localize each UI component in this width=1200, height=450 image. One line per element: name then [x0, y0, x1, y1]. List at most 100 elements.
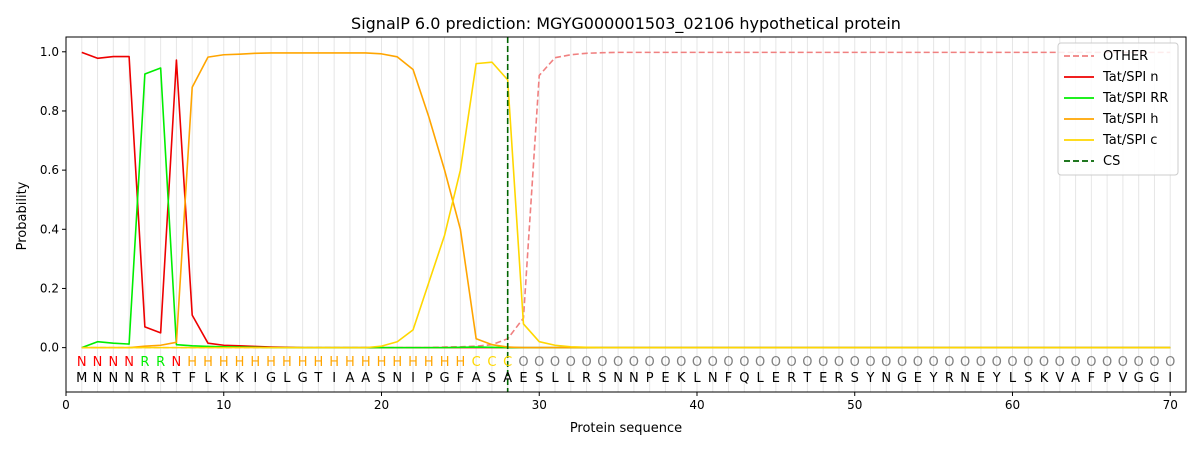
residue-label: O [518, 355, 528, 370]
residue-label: N [172, 355, 182, 370]
residue-label: O [1149, 355, 1159, 370]
residue-label: O [834, 355, 844, 370]
sequence-residue: A [472, 371, 481, 386]
sequence-residue: L [756, 371, 764, 386]
sequence-residue: K [677, 371, 686, 386]
sequence-residue: E [661, 371, 669, 386]
residue-label: N [108, 355, 118, 370]
sequence-residue: N [629, 371, 639, 386]
residue-label: O [1086, 355, 1096, 370]
residue-label: O [1165, 355, 1175, 370]
sequence-residue: K [219, 371, 228, 386]
legend-label: Tat/SPI h [1102, 112, 1159, 127]
legend-label: CS [1103, 154, 1120, 169]
chart-title: SignalP 6.0 prediction: MGYG000001503_02… [351, 14, 901, 34]
y-tick-label: 0.0 [40, 341, 59, 355]
residue-label: O [850, 355, 860, 370]
x-tick-label: 30 [532, 398, 547, 412]
legend-label: Tat/SPI RR [1102, 91, 1168, 106]
sequence-residue: L [283, 371, 291, 386]
residue-label: O [1055, 355, 1065, 370]
sequence-residue: R [787, 371, 796, 386]
residue-label: O [613, 355, 623, 370]
sequence-residue: V [1118, 371, 1127, 386]
residue-label: O [1070, 355, 1080, 370]
residue-label: H [377, 355, 387, 370]
residue-label: H [345, 355, 355, 370]
sequence-residue: P [425, 371, 433, 386]
sequence-residue: F [188, 371, 195, 386]
sequence-residue: N [960, 371, 970, 386]
sequence-residue: A [1071, 371, 1080, 386]
residue-label: H [203, 355, 213, 370]
residue-label: R [156, 355, 165, 370]
x-tick-label: 20 [374, 398, 389, 412]
sequence-residue: R [156, 371, 165, 386]
sequence-residue: I [1168, 371, 1172, 386]
residue-label: H [235, 355, 245, 370]
residue-label: O [1102, 355, 1112, 370]
sequence-residue: N [708, 371, 718, 386]
sequence-residue: E [819, 371, 827, 386]
sequence-residue: S [535, 371, 543, 386]
residue-label: O [708, 355, 718, 370]
legend-label: Tat/SPI n [1102, 70, 1159, 85]
residue-label: O [629, 355, 639, 370]
residue-label: H [298, 355, 308, 370]
sequence-residue: A [503, 371, 512, 386]
residue-label: O [534, 355, 544, 370]
residue-label: H [250, 355, 260, 370]
y-tick-label: 0.6 [40, 163, 59, 177]
sequence-residue: F [1088, 371, 1095, 386]
residue-label: H [361, 355, 371, 370]
sequence-residue: V [1055, 371, 1064, 386]
residue-label: O [660, 355, 670, 370]
sequence-residue: G [897, 371, 907, 386]
residue-label: H [424, 355, 434, 370]
sequence-residue: N [881, 371, 891, 386]
residue-label: N [77, 355, 87, 370]
sequence-residue: G [298, 371, 308, 386]
residue-label: H [408, 355, 418, 370]
residue-label: O [581, 355, 591, 370]
sequence-residue: L [204, 371, 212, 386]
residue-label: O [1039, 355, 1049, 370]
sequence-residue: K [235, 371, 244, 386]
x-tick-label: 0 [62, 398, 70, 412]
sequence-residue: R [582, 371, 591, 386]
sequence-residue: S [598, 371, 606, 386]
residue-label: O [645, 355, 655, 370]
y-tick-label: 0.2 [40, 281, 59, 295]
sequence-residue: I [411, 371, 415, 386]
sequence-residue: S [851, 371, 859, 386]
residue-label: O [992, 355, 1002, 370]
sequence-residue: S [488, 371, 496, 386]
sequence-residue: T [802, 371, 811, 386]
sequence-residue: E [977, 371, 985, 386]
series-line-tat-spi-c [81, 61, 1171, 349]
sequence-residue: L [1009, 371, 1017, 386]
x-axis-label: Protein sequence [570, 421, 682, 436]
sequence-residue: T [171, 371, 180, 386]
residue-label: O [787, 355, 797, 370]
residue-label: R [140, 355, 149, 370]
axes-frame [65, 36, 1187, 393]
residue-label: O [1023, 355, 1033, 370]
residue-label: O [944, 355, 954, 370]
residue-label: O [550, 355, 560, 370]
residue-label: O [692, 355, 702, 370]
sequence-residue: F [725, 371, 732, 386]
residue-label: C [472, 355, 481, 370]
sequence-residue: Y [992, 371, 1001, 386]
residue-label: H [219, 355, 229, 370]
residue-label: O [723, 355, 733, 370]
plot-background [66, 37, 1186, 392]
sequence-residue: G [440, 371, 450, 386]
residue-label: O [1134, 355, 1144, 370]
sequence-residue: Q [739, 371, 749, 386]
residue-label: O [897, 355, 907, 370]
residue-label: O [597, 355, 607, 370]
sequence-residue: T [313, 371, 322, 386]
